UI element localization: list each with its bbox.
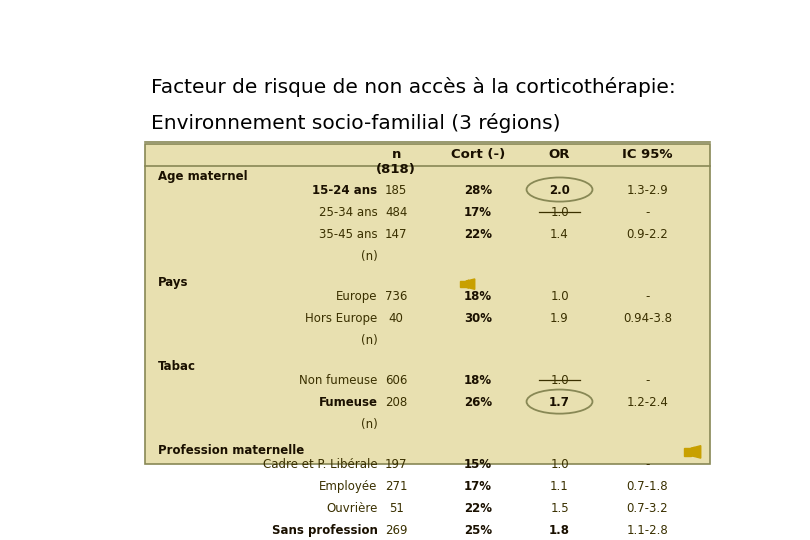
Text: 0.9-2.2: 0.9-2.2 [626,228,668,241]
Text: 40: 40 [389,312,403,325]
Text: 17%: 17% [464,206,492,219]
Text: Facteur de risque de non accès à la corticothérapie:: Facteur de risque de non accès à la cort… [151,77,676,97]
Text: Cort (-): Cort (-) [451,148,505,161]
Text: (n): (n) [360,418,377,431]
Text: 484: 484 [385,206,407,219]
Text: 0.94-3.8: 0.94-3.8 [623,312,671,325]
Text: 0.7-3.2: 0.7-3.2 [627,502,668,515]
Text: Age maternel: Age maternel [158,170,247,183]
Polygon shape [467,279,475,289]
Polygon shape [460,281,467,287]
Text: 1.7: 1.7 [549,396,570,409]
Text: 30%: 30% [464,312,492,325]
Text: 2.0: 2.0 [549,184,570,197]
Text: n
(818): n (818) [377,148,416,176]
Text: 1.0: 1.0 [550,458,569,471]
Text: 1.2-2.4: 1.2-2.4 [626,396,668,409]
Text: IC 95%: IC 95% [622,148,672,161]
Text: 1.3-2.9: 1.3-2.9 [626,184,668,197]
Text: 15%: 15% [464,458,492,471]
Text: 22%: 22% [464,228,492,241]
Text: 25%: 25% [464,524,492,537]
Text: 1.9: 1.9 [550,312,569,325]
Text: 197: 197 [385,458,407,471]
Text: 1.0: 1.0 [550,374,569,387]
Text: Sans profession: Sans profession [271,524,377,537]
Text: 1.5: 1.5 [550,502,569,515]
Text: 606: 606 [385,374,407,387]
Text: 35-45 ans: 35-45 ans [319,228,377,241]
Text: 1.0: 1.0 [550,206,569,219]
Text: 22%: 22% [464,502,492,515]
Text: -: - [646,374,650,387]
Text: 51: 51 [389,502,403,515]
Text: -: - [646,206,650,219]
Text: (n): (n) [360,334,377,347]
Text: 18%: 18% [464,374,492,387]
Text: 1.0: 1.0 [550,290,569,303]
Text: 17%: 17% [464,480,492,493]
Text: OR: OR [548,148,570,161]
Text: Profession maternelle: Profession maternelle [158,443,304,457]
Text: (n): (n) [360,250,377,263]
Text: Pays: Pays [158,275,188,288]
Text: 15-24 ans: 15-24 ans [313,184,377,197]
Text: Hors Europe: Hors Europe [305,312,377,325]
Text: 0.7-1.8: 0.7-1.8 [627,480,668,493]
Polygon shape [691,446,701,458]
Text: 269: 269 [385,524,407,537]
Text: Environnement socio-familial (3 régions): Environnement socio-familial (3 régions) [151,113,561,133]
FancyBboxPatch shape [145,144,710,464]
Text: Cadre et P. Libérale: Cadre et P. Libérale [262,458,377,471]
Text: 18%: 18% [464,290,492,303]
Text: 26%: 26% [464,396,492,409]
Text: 1.1: 1.1 [550,480,569,493]
Text: 1.4: 1.4 [550,228,569,241]
Text: 185: 185 [386,184,407,197]
Text: Employée: Employée [319,480,377,493]
Text: -: - [646,290,650,303]
Polygon shape [684,448,691,456]
Text: Non fumeuse: Non fumeuse [299,374,377,387]
Text: 271: 271 [385,480,407,493]
Text: Tabac: Tabac [158,360,196,373]
Text: 1.1-2.8: 1.1-2.8 [626,524,668,537]
Text: Europe: Europe [336,290,377,303]
Text: Ouvrière: Ouvrière [326,502,377,515]
Text: Fumeuse: Fumeuse [318,396,377,409]
Text: -: - [646,458,650,471]
Text: 208: 208 [386,396,407,409]
Text: 1.8: 1.8 [549,524,570,537]
Text: 28%: 28% [464,184,492,197]
Text: 736: 736 [385,290,407,303]
Text: 25-34 ans: 25-34 ans [318,206,377,219]
Text: 147: 147 [385,228,407,241]
